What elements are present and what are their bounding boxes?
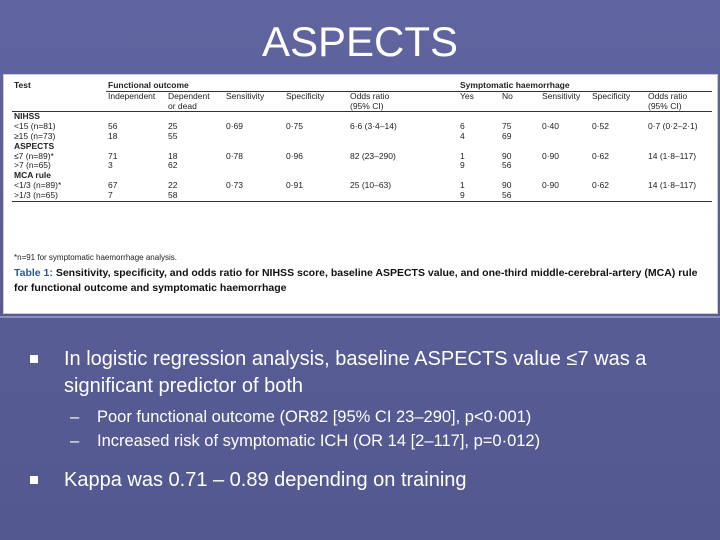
- cell-test: <15 (n=81): [14, 121, 56, 132]
- cell-no: 75: [502, 121, 512, 132]
- header-odds-ratio-2: Odds ratio: [648, 90, 688, 101]
- header-yes: Yes: [460, 90, 474, 101]
- section-label: MCA rule: [14, 170, 51, 181]
- table-footnote: *n=91 for symptomatic haemorrhage analys…: [14, 253, 177, 262]
- header-specificity: Specificity: [286, 90, 325, 101]
- table-row: >7 (n=65) 3 62 9 56: [12, 161, 712, 171]
- cell-specificity: 0·75: [286, 121, 304, 132]
- cell-test: >1/3 (n=65): [12, 190, 106, 202]
- cell-independent: 3: [108, 160, 113, 171]
- header-dependent-2: or dead: [166, 101, 224, 113]
- cell-odds-ratio-2: 14 (1·8–117): [648, 150, 697, 161]
- cell-specificity: 0·91: [286, 179, 304, 190]
- table-header-row: Test Functional outcome Symptomatic haem…: [12, 80, 712, 92]
- cell-dependent: 55: [168, 130, 178, 141]
- cell-independent: 56: [108, 121, 118, 132]
- cell-specificity: 0·96: [286, 150, 304, 161]
- cell-odds-ratio: 82 (23–290): [350, 150, 396, 161]
- bullet-text: In logistic regression analysis, baselin…: [64, 348, 647, 397]
- slide-divider: [0, 316, 720, 318]
- table-subheader-row: Independent Dependent Sensitivity Specif…: [12, 91, 712, 101]
- cell-yes: 6: [460, 121, 465, 132]
- header-sensitivity: Sensitivity: [226, 90, 265, 101]
- header-specificity-2: Specificity: [592, 90, 631, 101]
- results-table: Test Functional outcome Symptomatic haem…: [12, 80, 712, 202]
- caption-text: Sensitivity, specificity, and odds ratio…: [14, 267, 698, 294]
- cell-sensitivity-2: 0·90: [542, 179, 560, 190]
- section-label: NIHSS: [14, 111, 40, 122]
- square-bullet-icon: [30, 476, 38, 484]
- cell-specificity-2: 0·52: [592, 121, 610, 132]
- cell-yes: 4: [460, 130, 465, 141]
- cell-dependent: 25: [168, 121, 178, 132]
- table-figure: Test Functional outcome Symptomatic haem…: [3, 74, 718, 314]
- cell-test: ≥15 (n=73): [14, 130, 56, 141]
- table-section-row: ASPECTS: [12, 140, 712, 152]
- cell-dependent: 62: [168, 160, 178, 171]
- header-odds-ratio: Odds ratio: [350, 90, 390, 101]
- cell-sensitivity: 0·69: [226, 121, 244, 132]
- cell-independent: 7: [106, 190, 166, 202]
- dash-bullet: –: [70, 408, 80, 426]
- cell-odds-ratio: 6·6 (3·4–14): [350, 121, 397, 132]
- cell-no: 90: [502, 179, 512, 190]
- cell-odds-ratio-2: 14 (1·8–117): [648, 179, 697, 190]
- header-independent: Independent: [108, 90, 156, 101]
- sub-bullet-text: Increased risk of symptomatic ICH (OR 14…: [97, 432, 541, 450]
- cell-no: 69: [502, 130, 512, 141]
- cell-sensitivity: 0·78: [226, 150, 244, 161]
- sub-bullet-text: Poor functional outcome (OR82 [95% CI 23…: [97, 408, 532, 426]
- cell-test: <1/3 (n=89)*: [14, 179, 62, 190]
- table-row: ≤7 (n=89)* 71 18 0·78 0·96 82 (23–290) 1…: [12, 150, 712, 162]
- cell-odds-ratio-2: 0·7 (0·2–2·1): [648, 121, 698, 132]
- cell-yes: 1: [460, 179, 465, 190]
- header-no: No: [502, 90, 513, 101]
- cell-no: 90: [502, 150, 512, 161]
- cell-yes: 9: [460, 160, 465, 171]
- caption-label: Table 1:: [14, 267, 53, 279]
- square-bullet-icon: [30, 355, 38, 363]
- header-test: Test: [14, 80, 31, 90]
- header-odds-ci: (95% CI): [348, 101, 458, 113]
- cell-independent: 18: [108, 130, 118, 141]
- dash-bullet: –: [70, 432, 80, 450]
- table-row: >1/3 (n=65) 7 58 9 56: [12, 190, 712, 202]
- cell-yes: 9: [458, 190, 500, 202]
- cell-independent: 71: [108, 150, 118, 161]
- cell-dependent: 22: [168, 179, 178, 190]
- cell-no: 56: [502, 160, 512, 171]
- cell-test: ≤7 (n=89)*: [14, 150, 54, 161]
- table-caption: Table 1: Sensitivity, specificity, and o…: [14, 266, 714, 296]
- section-label: ASPECTS: [14, 140, 55, 151]
- table-row: <1/3 (n=89)* 67 22 0·73 0·91 25 (10–63) …: [12, 179, 712, 191]
- cell-specificity-2: 0·62: [592, 179, 610, 190]
- table-row: ≥15 (n=73) 18 55 4 69: [12, 130, 712, 142]
- cell-yes: 1: [460, 150, 465, 161]
- cell-test: >7 (n=65): [14, 160, 51, 171]
- cell-no: 56: [500, 190, 540, 202]
- cell-dependent: 58: [166, 190, 224, 202]
- header-functional-outcome: Functional outcome: [106, 80, 458, 92]
- header-sensitivity-2: Sensitivity: [542, 90, 581, 101]
- cell-odds-ratio: 25 (10–63): [350, 179, 392, 190]
- cell-sensitivity-2: 0·40: [542, 121, 560, 132]
- bullet-text: Kappa was 0.71 – 0.89 depending on train…: [64, 469, 467, 491]
- table-subheader-row-2: or dead (95% CI) (95% CI): [12, 101, 712, 113]
- cell-sensitivity-2: 0·90: [542, 150, 560, 161]
- cell-independent: 67: [108, 179, 118, 190]
- header-odds-ci-2: (95% CI): [646, 101, 712, 113]
- cell-specificity-2: 0·62: [592, 150, 610, 161]
- cell-sensitivity: 0·73: [226, 179, 244, 190]
- cell-dependent: 18: [168, 150, 178, 161]
- table-section-row: MCA rule: [12, 170, 712, 181]
- slide-title: ASPECTS: [261, 18, 459, 65]
- table-row: <15 (n=81) 56 25 0·69 0·75 6·6 (3·4–14) …: [12, 121, 712, 132]
- header-dependent: Dependent: [168, 90, 210, 101]
- table-section-row: NIHSS: [12, 111, 712, 122]
- header-symptomatic-haemorrhage: Symptomatic haemorrhage: [458, 80, 712, 92]
